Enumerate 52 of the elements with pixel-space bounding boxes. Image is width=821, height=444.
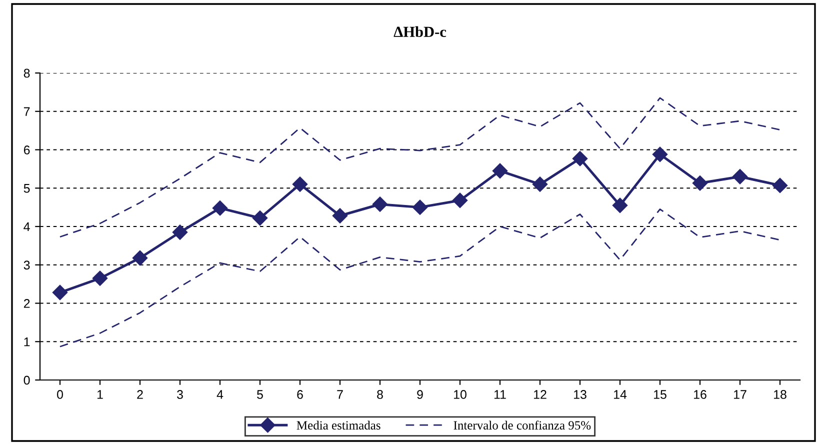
y-tick-label: 4	[24, 222, 30, 232]
y-tick-label: 8	[24, 68, 30, 78]
point	[612, 198, 628, 213]
point	[292, 176, 308, 192]
chart-title: ΔHbD-c	[394, 26, 446, 38]
point	[732, 169, 748, 184]
point	[92, 270, 108, 286]
point	[692, 176, 708, 191]
point	[252, 210, 268, 226]
x-tick-label: 18	[774, 390, 786, 399]
x-tick-label: 13	[574, 390, 586, 399]
y-tick-label: 2	[24, 299, 30, 308]
line-series	[59, 97, 781, 238]
x-tick-label: 3	[177, 390, 183, 399]
x-tick-label: 0	[57, 390, 63, 399]
point	[172, 224, 188, 240]
point	[52, 284, 68, 300]
line-series	[59, 208, 781, 348]
x-tick-label: 4	[216, 390, 224, 399]
y-tick-label: 1	[24, 338, 30, 346]
point	[132, 250, 148, 266]
y-tick-label: 0	[24, 376, 30, 385]
x-tick-label: 11	[494, 390, 506, 399]
point	[452, 192, 468, 208]
point	[572, 151, 588, 166]
x-tick-label: 16	[694, 390, 706, 399]
legend-label: Intervalo de confianza 95%	[454, 420, 591, 430]
point	[532, 176, 548, 192]
x-tick-label: 15	[654, 390, 666, 399]
legend-label: Media estimadas	[296, 420, 380, 430]
y-tick-label: 3	[24, 260, 30, 270]
point	[652, 146, 668, 162]
x-tick-label: 8	[377, 390, 383, 399]
x-tick-label: 17	[734, 390, 746, 399]
x-tick-label: 2	[137, 390, 143, 399]
x-tick-label: 7	[337, 390, 343, 399]
x-tick-label: 9	[417, 390, 423, 399]
x-tick-label: 6	[297, 390, 303, 399]
x-tick-label: 1	[97, 390, 103, 399]
y-tick-label: 7	[24, 107, 30, 116]
x-tick-label: 5	[257, 390, 263, 399]
x-tick-label: 12	[534, 390, 546, 399]
point	[332, 208, 348, 224]
y-tick-label: 5	[24, 184, 30, 193]
y-tick-label: 6	[24, 146, 30, 154]
x-tick-label: 10	[454, 390, 466, 399]
point	[212, 200, 228, 216]
point	[412, 200, 428, 215]
x-tick-label: 14	[614, 390, 627, 399]
point	[372, 196, 388, 212]
point	[492, 163, 508, 178]
point	[772, 178, 788, 194]
